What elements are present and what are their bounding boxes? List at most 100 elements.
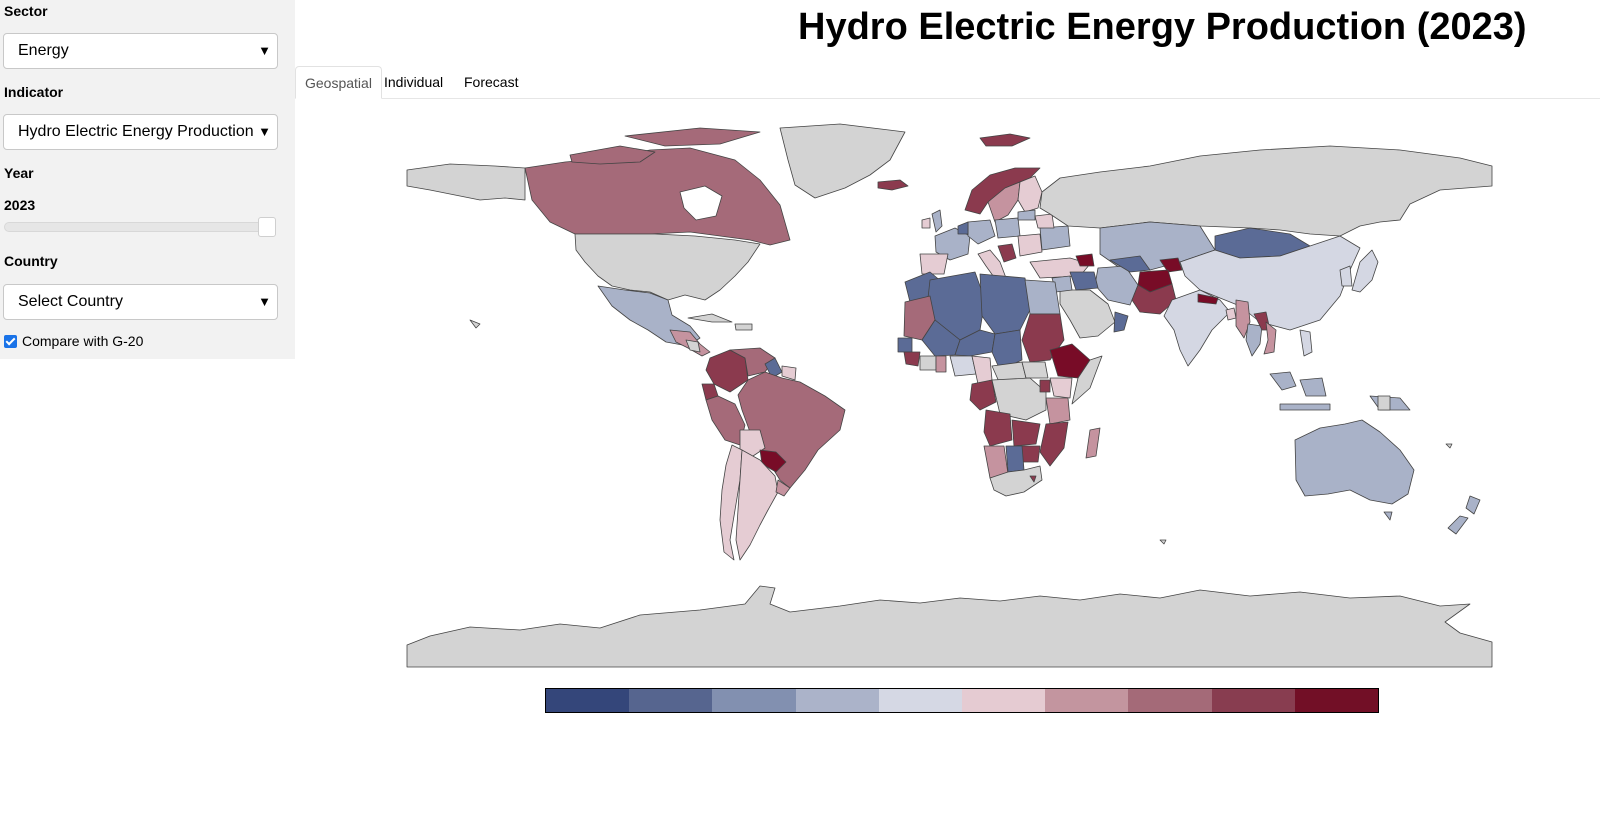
region-cameroon[interactable] <box>971 355 993 385</box>
sector-select[interactable]: Energy ▼ <box>3 33 278 69</box>
region-benelux[interactable] <box>957 221 969 235</box>
region-kenya[interactable] <box>1049 377 1073 399</box>
region-uk[interactable] <box>931 209 943 233</box>
region-ukraine[interactable] <box>1039 225 1071 251</box>
region-brazil[interactable] <box>737 371 846 489</box>
compare-g20-toggle[interactable]: Compare with G-20 <box>4 333 143 349</box>
region-south-sudan[interactable] <box>1021 361 1049 379</box>
region-canada[interactable] <box>524 147 791 246</box>
region-peru[interactable] <box>705 395 746 446</box>
region-china[interactable] <box>1179 235 1361 331</box>
legend-swatch <box>1211 689 1295 712</box>
country-select[interactable]: Select Country ▼ <box>3 284 278 320</box>
region-south-africa[interactable] <box>989 465 1043 497</box>
region-mali[interactable] <box>921 319 961 357</box>
indicator-select[interactable]: Hydro Electric Energy Production ▼ <box>3 114 278 150</box>
region-indonesia[interactable] <box>1299 377 1327 397</box>
region-alaska[interactable] <box>406 163 526 201</box>
region-uganda[interactable] <box>1039 379 1051 393</box>
region-germany[interactable] <box>967 219 996 245</box>
region-hawaii[interactable] <box>469 319 481 329</box>
region-central-america[interactable] <box>685 339 701 353</box>
region-ivory-coast[interactable] <box>919 355 937 371</box>
region-saudi-arabia[interactable] <box>1059 289 1116 339</box>
region-france[interactable] <box>934 227 971 261</box>
region-bangladesh[interactable] <box>1225 307 1237 321</box>
region-japan[interactable] <box>1351 249 1379 293</box>
region-uruguay[interactable] <box>775 479 791 497</box>
region-gabon-congo[interactable] <box>969 379 997 411</box>
region-zambia[interactable] <box>1011 419 1041 447</box>
region-caribbean[interactable] <box>687 313 733 323</box>
region-caucasus[interactable] <box>1075 253 1095 267</box>
region-iraq[interactable] <box>1069 271 1099 291</box>
region-caribbean[interactable] <box>734 323 753 331</box>
legend-swatch <box>795 689 879 712</box>
region-indonesia[interactable] <box>1279 403 1331 411</box>
region-arctic-islands[interactable] <box>569 145 656 165</box>
region-korea[interactable] <box>1339 265 1353 287</box>
tab-individual[interactable]: Individual <box>384 74 444 90</box>
legend-swatch <box>629 689 713 712</box>
region-tasmania[interactable] <box>1383 511 1393 521</box>
region-small-island[interactable] <box>1445 443 1453 449</box>
region-lesotho[interactable] <box>1029 475 1037 483</box>
region-suriname[interactable] <box>781 365 797 381</box>
region-pakistan[interactable] <box>1131 283 1177 315</box>
region-eastern-europe[interactable] <box>1017 233 1043 257</box>
region-small-island[interactable] <box>1159 539 1167 545</box>
region-antarctica[interactable] <box>406 585 1493 668</box>
legend-swatch <box>1045 689 1129 712</box>
region-madagascar[interactable] <box>1085 427 1101 459</box>
region-thailand[interactable] <box>1245 323 1263 357</box>
region-poland[interactable] <box>994 217 1021 239</box>
region-oman[interactable] <box>1113 311 1129 333</box>
region-png[interactable] <box>1377 395 1391 411</box>
region-new-zealand[interactable] <box>1447 515 1469 535</box>
region-australia[interactable] <box>1294 419 1415 505</box>
region-finland[interactable] <box>1017 175 1043 213</box>
region-india[interactable] <box>1163 289 1231 367</box>
region-angola[interactable] <box>983 409 1013 447</box>
region-nepal[interactable] <box>1197 293 1219 305</box>
region-turkmenistan[interactable] <box>1109 255 1151 273</box>
tab-geospatial[interactable]: Geospatial <box>295 66 382 99</box>
region-iberia[interactable] <box>919 253 949 275</box>
region-hudson-bay <box>679 185 723 221</box>
year-slider-handle[interactable] <box>258 217 276 237</box>
region-balkans[interactable] <box>997 243 1017 263</box>
region-russia[interactable] <box>1039 145 1493 237</box>
region-vietnam[interactable] <box>1263 321 1277 355</box>
region-bolivia[interactable] <box>739 429 766 459</box>
region-new-zealand[interactable] <box>1465 495 1481 515</box>
region-somalia[interactable] <box>1071 355 1103 405</box>
compare-checkbox[interactable] <box>4 334 17 348</box>
region-usa[interactable] <box>574 233 761 301</box>
world-choropleth-map[interactable] <box>300 115 1500 680</box>
sector-label: Sector <box>4 3 48 19</box>
region-libya[interactable] <box>979 273 1031 335</box>
region-ireland[interactable] <box>921 217 931 229</box>
region-indonesia[interactable] <box>1269 371 1297 391</box>
year-slider-track[interactable] <box>4 222 276 232</box>
region-greenland[interactable] <box>779 123 906 199</box>
region-iceland[interactable] <box>877 179 909 191</box>
region-mozambique[interactable] <box>1039 421 1069 467</box>
region-norway[interactable] <box>964 167 1041 215</box>
tab-forecast[interactable]: Forecast <box>464 74 519 90</box>
region-philippines[interactable] <box>1299 329 1313 357</box>
region-argentina[interactable] <box>735 449 779 561</box>
region-baltics[interactable] <box>1017 209 1036 221</box>
region-svalbard[interactable] <box>979 133 1031 147</box>
region-belarus[interactable] <box>1034 213 1055 229</box>
region-ghana[interactable] <box>935 355 947 373</box>
legend-swatch <box>1294 689 1379 712</box>
region-egypt[interactable] <box>1024 279 1061 315</box>
region-senegal[interactable] <box>897 337 913 353</box>
region-arctic-islands[interactable] <box>624 127 761 147</box>
region-botswana[interactable] <box>1005 445 1025 473</box>
region-tanzania[interactable] <box>1045 397 1071 425</box>
region-guinea[interactable] <box>903 351 921 367</box>
region-tajikistan[interactable] <box>1159 257 1183 273</box>
region-nigeria[interactable] <box>949 355 977 377</box>
